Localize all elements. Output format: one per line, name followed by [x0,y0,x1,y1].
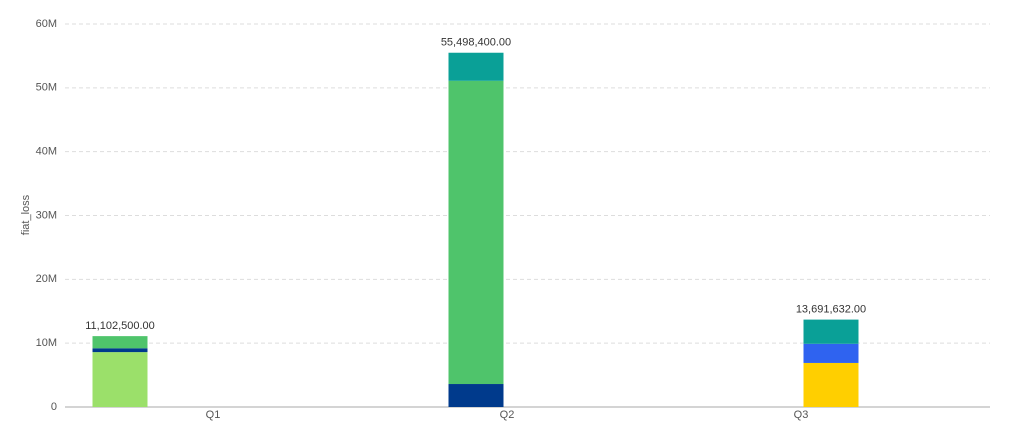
bar-segment [803,319,859,344]
bar-segment [448,384,504,407]
total-label: 13,691,632.00 [796,304,866,316]
total-label: 11,102,500.00 [85,320,155,332]
x-tick-label: Q1 [206,409,221,421]
y-tick-label: 30M [36,209,57,221]
y-tick-label: 40M [36,146,57,158]
x-tick-label: Q2 [500,409,515,421]
y-tick-label: 50M [36,82,57,94]
bar-segment [448,80,504,385]
y-tick-label: 20M [36,273,57,285]
total-label: 55,498,400.00 [441,37,511,49]
y-tick-label: 0 [51,401,57,413]
bar-segment [448,52,504,81]
bar-segment [92,348,148,353]
bar-segment [803,362,859,407]
x-tick-label: Q3 [794,409,809,421]
y-axis-label: fiat_loss [20,194,32,235]
bar-segment [92,352,148,407]
bar-segment [803,343,859,363]
bar-segment [92,336,148,349]
y-tick-label: 60M [36,18,57,30]
y-tick-label: 10M [36,337,57,349]
